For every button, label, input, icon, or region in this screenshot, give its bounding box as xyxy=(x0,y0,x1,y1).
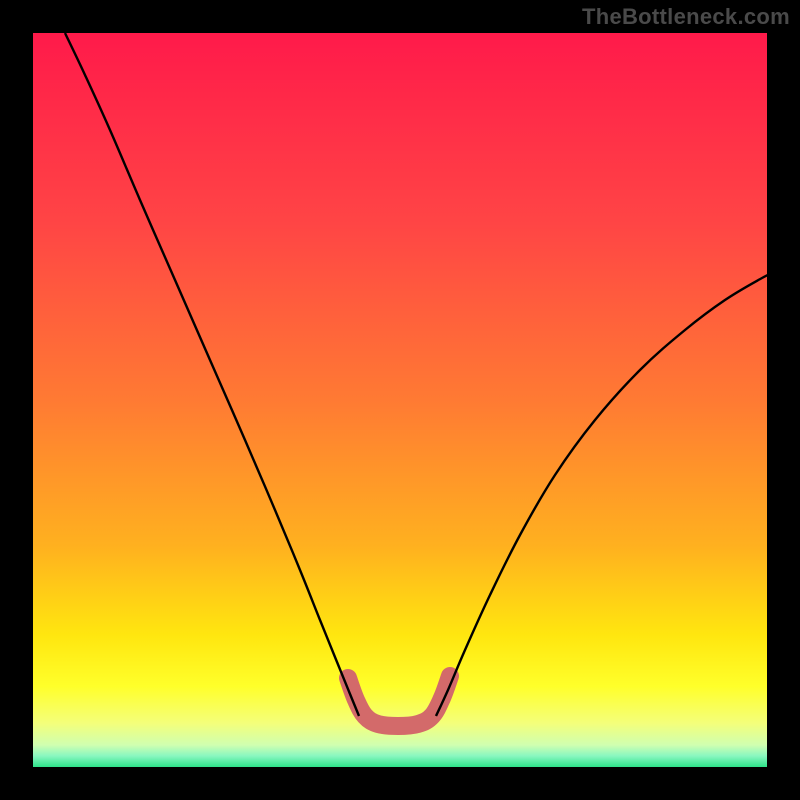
valley-marker xyxy=(348,676,450,726)
watermark-text: TheBottleneck.com xyxy=(582,4,790,30)
left-curve xyxy=(65,33,359,716)
curve-overlay xyxy=(0,0,800,800)
right-curve xyxy=(436,268,782,716)
